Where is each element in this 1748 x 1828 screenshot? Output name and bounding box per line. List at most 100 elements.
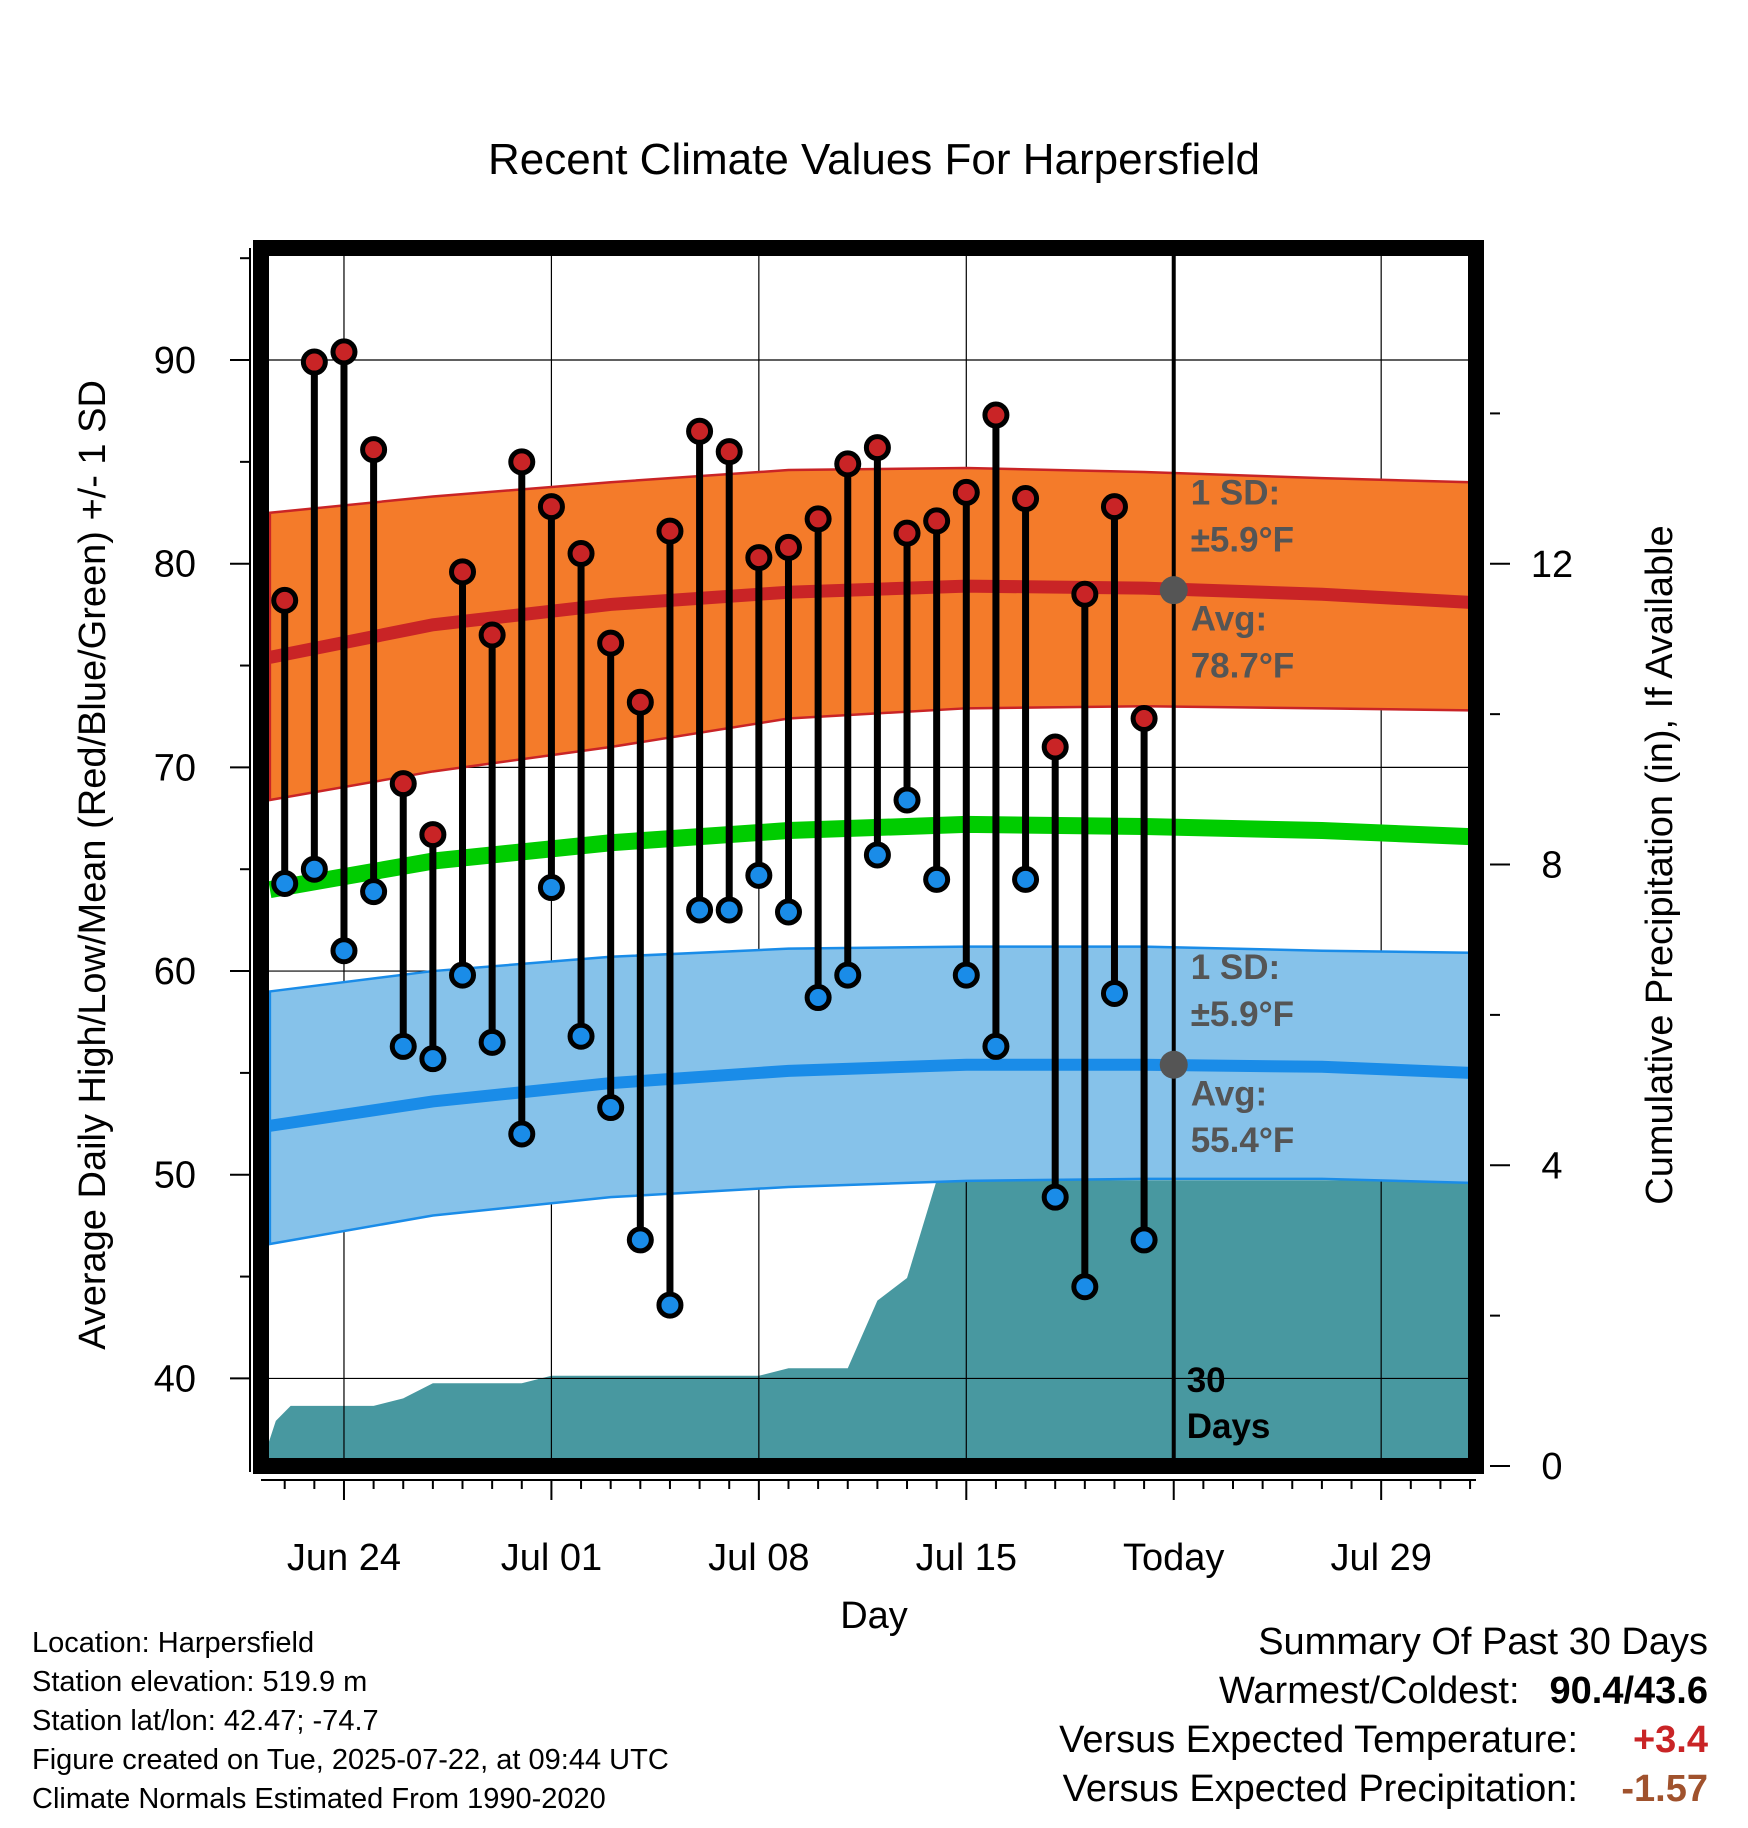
high-point	[715, 438, 743, 466]
high-avg-marker	[1159, 576, 1188, 605]
axes: 40 50 60 70 80 90 0 4 8 12 Jun 24 Jul 01 Jul 08 Jul 1…	[154, 240, 1573, 1579]
low-point	[982, 1032, 1010, 1060]
high-sd-label: 1 SD:	[1191, 473, 1280, 512]
low-sd-label: 1 SD:	[1191, 948, 1280, 987]
low-point	[804, 984, 832, 1012]
elevation-text: Station elevation: 519.9 m	[32, 1666, 368, 1698]
y-tick-label: 90	[154, 340, 196, 382]
high-point	[626, 688, 654, 716]
low-point	[360, 878, 388, 906]
y2-tick-label: 4	[1541, 1145, 1562, 1187]
y2-axis-label: Cumulative Precipitation (in), If Availa…	[1639, 525, 1681, 1204]
low-sd-value: ±5.9°F	[1191, 995, 1294, 1034]
low-point	[686, 896, 714, 924]
y2-tick-label: 8	[1541, 845, 1562, 887]
y-tick-label: 80	[154, 544, 196, 586]
high-point	[656, 517, 684, 545]
low-point	[1012, 865, 1040, 893]
high-point	[834, 450, 862, 478]
low-point	[389, 1032, 417, 1060]
high-avg-label: Avg:	[1191, 600, 1267, 639]
warmest-coldest-label: Warmest/Coldest:	[1218, 1670, 1520, 1712]
low-point	[745, 861, 773, 889]
low-point	[834, 961, 862, 989]
plot-area: 1 SD: ±5.9°F Avg: 78.7°F 1 SD: ±5.9°F Avg: 55.4…	[261, 248, 1476, 1466]
high-sd-value: ±5.9°F	[1191, 520, 1294, 559]
high-point	[1012, 485, 1040, 513]
high-point	[567, 540, 595, 568]
low-point	[449, 961, 477, 989]
latlon-text: Station lat/lon: 42.47; -74.7	[32, 1705, 379, 1737]
plot-frame	[253, 240, 1484, 1474]
high-point	[1041, 733, 1069, 761]
precip-area	[261, 1180, 1476, 1466]
high-point	[300, 348, 328, 376]
low-point	[1100, 979, 1128, 1007]
y-tick-label: 40	[154, 1358, 196, 1400]
summary-warmest-coldest: Warmest/Coldest: 90.4/43.6	[1059, 1667, 1708, 1716]
low-point	[774, 898, 802, 926]
low-point	[330, 937, 358, 965]
low-point	[863, 841, 891, 869]
y-tick-label: 70	[154, 747, 196, 789]
low-point	[715, 896, 743, 924]
low-avg-label: Avg:	[1191, 1074, 1267, 1113]
high-point	[271, 586, 299, 614]
low-point	[1071, 1273, 1099, 1301]
x-tick-label: Today	[1123, 1537, 1224, 1579]
low-avg-value: 55.4°F	[1191, 1121, 1295, 1160]
warmest-coldest-value: 90.4/43.6	[1549, 1670, 1708, 1712]
low-point	[478, 1028, 506, 1056]
temp-value: +3.4	[1632, 1719, 1708, 1761]
created-text: Figure created on Tue, 2025-07-22, at 09…	[32, 1744, 669, 1776]
station-metadata: Location: Harpersfield Station elevation…	[32, 1624, 669, 1819]
x-tick-label: Jul 01	[501, 1537, 602, 1579]
low-point	[419, 1045, 447, 1073]
high-point	[1130, 704, 1158, 732]
y-axis-label: Average Daily High/Low/Mean (Red/Blue/Gr…	[72, 380, 114, 1350]
high-point	[804, 505, 832, 533]
precip-value: -1.57	[1621, 1768, 1708, 1810]
low-point	[626, 1226, 654, 1254]
high-point	[1100, 493, 1128, 521]
high-point	[508, 448, 536, 476]
low-point	[567, 1022, 595, 1050]
high-point	[923, 507, 951, 535]
low-avg-marker	[1159, 1050, 1188, 1079]
low-point	[893, 786, 921, 814]
low-point	[300, 855, 328, 883]
high-point	[863, 434, 891, 462]
low-point	[923, 865, 951, 893]
high-point	[745, 544, 773, 572]
low-point	[508, 1120, 536, 1148]
low-avg-line	[269, 1058, 1471, 1132]
high-point	[774, 533, 802, 561]
x-tick-label: Jul 29	[1330, 1537, 1431, 1579]
precip-label: Versus Expected Precipitation:	[1062, 1768, 1578, 1810]
high-point	[449, 558, 477, 586]
summary-heading: Summary Of Past 30 Days	[1258, 1621, 1708, 1663]
x-tick-label: Jul 15	[916, 1537, 1017, 1579]
y2-tick-label: 12	[1531, 544, 1573, 586]
high-point	[597, 629, 625, 657]
high-sd-band	[268, 466, 1472, 802]
high-point	[893, 519, 921, 547]
high-point	[686, 417, 714, 445]
low-point	[537, 874, 565, 902]
high-point	[360, 436, 388, 464]
low-point	[271, 869, 299, 897]
y2-tick-label: 0	[1541, 1446, 1562, 1488]
days-count-label: 30	[1187, 1361, 1226, 1400]
y-tick-label: 60	[154, 951, 196, 993]
high-point	[952, 478, 980, 506]
high-point	[478, 621, 506, 649]
normals-text: Climate Normals Estimated From 1990-2020	[32, 1783, 606, 1815]
high-point	[419, 821, 447, 849]
x-tick-label: Jun 24	[287, 1537, 401, 1579]
low-point	[952, 961, 980, 989]
high-point	[330, 338, 358, 366]
high-avg-value: 78.7°F	[1191, 647, 1295, 686]
chart-title: Recent Climate Values For Harpersfield	[488, 135, 1260, 184]
x-axis-label: Day	[840, 1595, 908, 1637]
high-point	[389, 770, 417, 798]
